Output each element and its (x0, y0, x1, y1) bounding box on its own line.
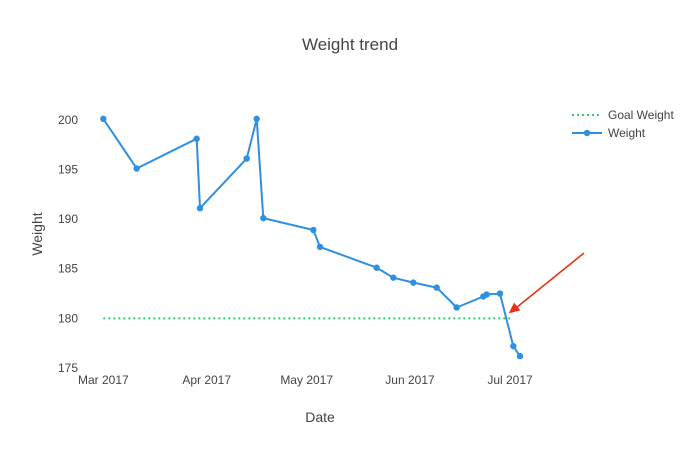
plot-area (100, 115, 524, 360)
legend: Goal Weight Weight (572, 108, 674, 140)
x-tick-label: Apr 2017 (182, 373, 231, 387)
weight-data-point (496, 290, 504, 297)
legend-label-goal-weight: Goal Weight (608, 108, 674, 122)
x-tick-label: May 2017 (280, 373, 333, 387)
y-tick-label: 190 (58, 212, 78, 226)
y-tick-label: 195 (58, 162, 78, 176)
weight-data-point (133, 165, 140, 172)
weight-data-point (193, 135, 200, 142)
weight-series-line (102, 117, 521, 357)
weight-data-point (410, 279, 417, 286)
weight-data-point (260, 214, 267, 222)
weight-data-point (433, 284, 440, 291)
x-tick-label: Jul 2017 (487, 373, 533, 387)
x-axis-ticks: Mar 2017 Apr 2017 May 2017 Jun 2017 Jul 2017 (78, 373, 533, 387)
weight-data-point (100, 115, 107, 123)
weight-data-point (316, 243, 324, 251)
weight-data-point (196, 204, 204, 212)
legend-marker-weight (583, 129, 591, 137)
x-axis-title: Date (305, 409, 335, 425)
y-tick-label: 185 (58, 262, 78, 276)
weight-data-point (390, 274, 397, 281)
annotation-arrow-head (508, 302, 521, 314)
chart-title: Weight trend (302, 35, 398, 54)
weight-data-point (253, 115, 260, 123)
weight-data-point (510, 342, 517, 350)
annotation-arrow-line (516, 252, 585, 309)
y-tick-label: 200 (58, 113, 78, 127)
y-tick-label: 175 (58, 361, 78, 375)
weight-data-point (516, 352, 524, 360)
weight-data-point (453, 304, 460, 311)
legend-label-weight: Weight (608, 126, 646, 140)
weight-data-point (310, 226, 317, 234)
y-axis-ticks: 175 180 185 190 195 200 (58, 113, 78, 375)
x-tick-label: Mar 2017 (78, 373, 129, 387)
weight-data-point (243, 155, 250, 162)
weight-data-point (483, 291, 490, 298)
x-tick-label: Jun 2017 (385, 373, 435, 387)
annotation-layer (508, 252, 585, 314)
y-axis-title: Weight (29, 212, 45, 255)
y-tick-label: 180 (58, 311, 78, 325)
weight-data-point (373, 264, 380, 271)
